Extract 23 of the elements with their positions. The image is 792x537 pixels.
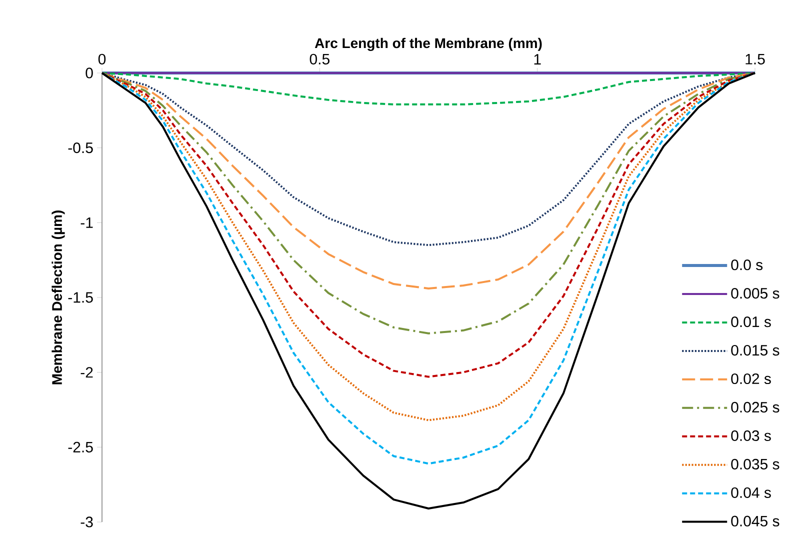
legend-label: 0.0 s (731, 260, 763, 270)
x-tick-label: 1.5 (746, 54, 765, 64)
legend-label: 0.005 s (731, 288, 780, 299)
legend-label: 0.015 s (731, 344, 780, 356)
y-tick-label: -2 (80, 367, 93, 378)
legend-label: 0.03 s (731, 430, 771, 442)
y-axis-title: Membrane Deflection (µm) (52, 210, 65, 384)
legend-label: 0.045 s (731, 516, 780, 526)
y-tick-label: -0.5 (68, 142, 93, 154)
x-tick-label: 1 (534, 54, 541, 64)
legend-label: 0.02 s (731, 373, 771, 384)
x-axis-title: Arc Length of the Membrane (mm) (314, 38, 542, 51)
y-tick-label: -1.5 (68, 292, 93, 303)
y-tick-label: -1 (80, 217, 93, 228)
y-tick-label: -2.5 (68, 442, 93, 452)
y-tick-label: 0 (86, 68, 93, 78)
legend-label: 0.01 s (731, 316, 771, 328)
legend-label: 0.04 s (731, 487, 771, 498)
x-tick-label: 0.5 (310, 54, 330, 64)
legend-label: 0.035 s (731, 458, 780, 470)
x-tick-label: 0 (98, 54, 106, 64)
y-tick-label: -3 (80, 516, 93, 528)
legend-label: 0.025 s (731, 402, 780, 413)
